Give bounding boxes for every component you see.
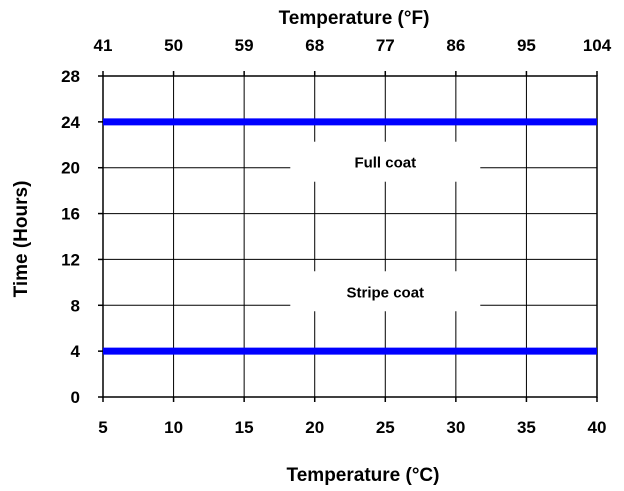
annotation-label: Full coat bbox=[354, 155, 416, 172]
y-tick-labels: 0 4 8 12 16 20 24 28 bbox=[61, 67, 80, 407]
x-tick-labels: 5 10 15 20 25 30 35 40 bbox=[98, 418, 606, 437]
x2-tick-labels: 41 50 59 68 77 86 95 104 bbox=[94, 36, 612, 55]
x-tick-label: 40 bbox=[588, 418, 607, 437]
y-tick-label: 4 bbox=[71, 342, 81, 361]
annotation-label: Stripe coat bbox=[347, 284, 425, 301]
x-tick-label: 25 bbox=[376, 418, 395, 437]
annotation-background bbox=[290, 271, 481, 312]
x2-tick-label: 104 bbox=[583, 36, 612, 55]
x2-tick-label: 50 bbox=[164, 36, 183, 55]
x2-tick-label: 68 bbox=[305, 36, 324, 55]
x-axis-title: Temperature (°C) bbox=[287, 465, 440, 486]
tick-marks bbox=[98, 71, 598, 402]
x-tick-label: 10 bbox=[164, 418, 183, 437]
y-tick-label: 16 bbox=[61, 205, 80, 224]
x-tick-label: 15 bbox=[235, 418, 254, 437]
x-tick-label: 5 bbox=[98, 418, 107, 437]
y-tick-label: 12 bbox=[61, 250, 80, 269]
x-tick-label: 35 bbox=[517, 418, 536, 437]
annotations: Full coat Stripe coat bbox=[290, 141, 481, 312]
annotation-background bbox=[290, 141, 481, 182]
x2-tick-label: 41 bbox=[94, 36, 113, 55]
x2-axis-title: Temperature (°F) bbox=[279, 8, 430, 29]
y-tick-label: 8 bbox=[71, 296, 80, 315]
plot-frame bbox=[102, 75, 598, 398]
x2-tick-label: 86 bbox=[446, 36, 465, 55]
series-lines bbox=[103, 118, 597, 355]
y-tick-label: 24 bbox=[61, 113, 80, 132]
y-tick-label: 28 bbox=[61, 67, 80, 86]
x-tick-label: 30 bbox=[446, 418, 465, 437]
y-tick-label: 0 bbox=[71, 388, 80, 407]
x2-tick-label: 77 bbox=[376, 36, 395, 55]
x2-tick-label: 59 bbox=[235, 36, 254, 55]
x2-tick-label: 95 bbox=[517, 36, 536, 55]
y-axis-title: Time (Hours) bbox=[11, 181, 32, 298]
x-tick-label: 20 bbox=[305, 418, 324, 437]
y-tick-label: 20 bbox=[61, 159, 80, 178]
